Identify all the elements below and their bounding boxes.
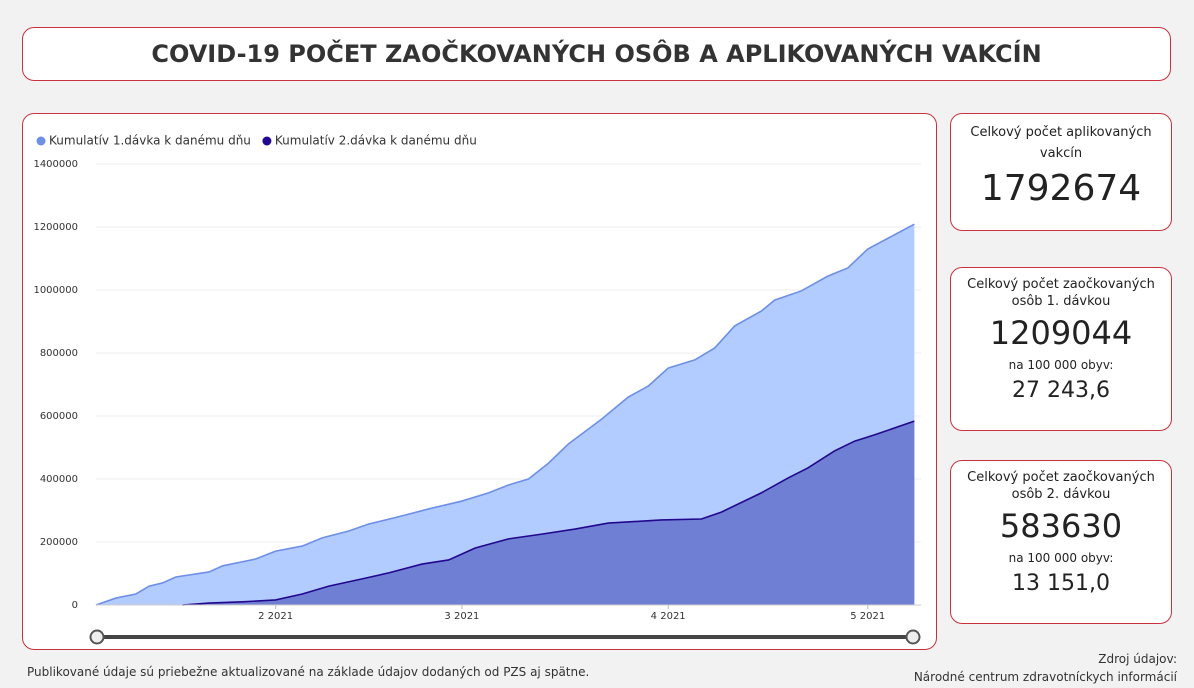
y-tick-label: 1200000 bbox=[33, 222, 78, 233]
slider-handle bbox=[905, 629, 921, 645]
legend-label: Kumulatív 1.dávka k danému dňu bbox=[49, 134, 251, 148]
title-box: COVID-19 POČET ZAOČKOVANÝCH OSÔB A APLIK… bbox=[22, 27, 1171, 81]
card-value: 1792674 bbox=[980, 168, 1142, 209]
x-tick-label: 3 2021 bbox=[444, 611, 479, 622]
source-name: Národné centrum zdravotníckych informáci… bbox=[913, 670, 1177, 684]
page-title: COVID-19 POČET ZAOČKOVANÝCH OSÔB A APLIK… bbox=[151, 40, 1042, 68]
chart: 0 200000 400000 600000 800000 1000000 1200000 1… bbox=[33, 134, 921, 645]
area-line bbox=[95, 223, 915, 606]
legend-label: Kumulatív 2.dávka k danému dňu bbox=[275, 134, 477, 148]
footer-note: Publikované údaje sú priebežne aktualizo… bbox=[27, 665, 590, 679]
card-sub-label: na 100 000 obyv: bbox=[1008, 551, 1114, 565]
area-line bbox=[182, 420, 915, 606]
y-tick-label: 0 bbox=[72, 600, 78, 611]
slider-handle bbox=[89, 629, 105, 645]
card-sub-label: na 100 000 obyv: bbox=[1008, 358, 1114, 372]
x-tick-label: 5 2021 bbox=[850, 611, 885, 622]
area-fill bbox=[96, 224, 915, 606]
y-tick-label: 1000000 bbox=[33, 285, 78, 296]
card-sub-value: 27 243,6 bbox=[1012, 378, 1110, 403]
source: Zdroj údajov: Národné centrum zdravotníc… bbox=[914, 650, 1177, 686]
card-title: Celkový počet zaočkovaných osôb 1. dávko… bbox=[967, 277, 1155, 309]
x-tick-label: 2 2021 bbox=[258, 611, 293, 622]
legend-marker bbox=[36, 136, 46, 146]
card-title: Celkový počet zaočkovaných osôb 2. dávko… bbox=[967, 470, 1155, 502]
card-value: 1209044 bbox=[989, 314, 1133, 352]
legend-marker bbox=[262, 136, 272, 146]
source-label: Zdroj údajov: bbox=[1098, 652, 1177, 666]
y-tick-label: 200000 bbox=[40, 537, 78, 548]
card: Celkový počet zaočkovaných osôb 1. dávko… bbox=[950, 267, 1172, 431]
card-sub-value: 13 151,0 bbox=[1012, 571, 1110, 596]
y-tick-label: 600000 bbox=[40, 411, 78, 422]
y-tick-label: 1400000 bbox=[33, 159, 78, 170]
chart-panel: 0 200000 400000 600000 800000 1000000 1200000 1… bbox=[22, 113, 937, 650]
card-value: 583630 bbox=[999, 507, 1123, 545]
x-tick-label: 4 2021 bbox=[651, 611, 686, 622]
area-fill bbox=[182, 421, 915, 605]
card: Celkový počet aplikovaných vakcín 179267… bbox=[950, 113, 1172, 231]
y-tick-label: 800000 bbox=[40, 348, 78, 359]
card: Celkový počet zaočkovaných osôb 2. dávko… bbox=[950, 460, 1172, 624]
y-tick-label: 400000 bbox=[40, 474, 78, 485]
card-title: Celkový počet aplikovaných vakcín bbox=[970, 125, 1152, 161]
